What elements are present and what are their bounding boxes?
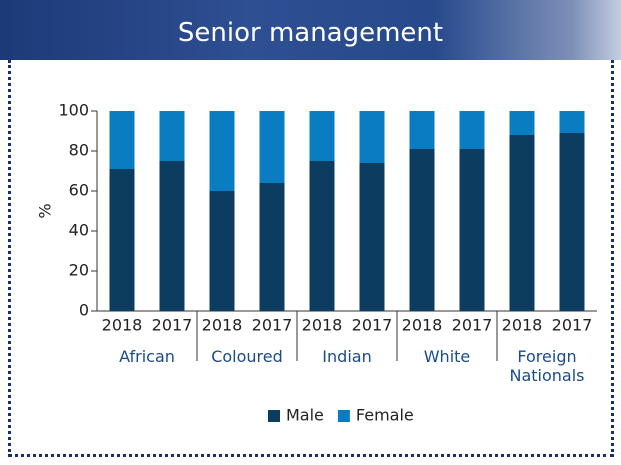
y-tick-label: 0 <box>79 301 89 320</box>
bar <box>109 169 135 311</box>
x-tick-label: 2018 <box>302 316 343 335</box>
y-tick-label: 40 <box>69 221 89 240</box>
legend-label: Female <box>356 406 414 425</box>
group-label: White <box>423 347 471 366</box>
bar <box>409 149 435 311</box>
x-tick-label: 2017 <box>352 316 393 335</box>
bar <box>159 161 185 311</box>
group-label: African <box>119 347 175 366</box>
group-label: Indian <box>322 347 372 366</box>
bar <box>559 133 585 311</box>
legend-swatch <box>337 410 350 422</box>
x-tick-label: 2018 <box>102 316 143 335</box>
bar <box>109 111 135 169</box>
bar <box>509 135 535 311</box>
bar <box>509 111 535 135</box>
bar <box>309 161 335 311</box>
bar <box>209 111 235 191</box>
header-banner <box>0 0 621 60</box>
y-axis-label: % <box>36 203 55 218</box>
bar <box>359 163 385 311</box>
bar <box>459 111 485 149</box>
y-tick-label: 60 <box>69 181 89 200</box>
bar <box>209 191 235 311</box>
bar <box>359 111 385 163</box>
bar <box>309 111 335 161</box>
chart-title: Senior management <box>177 18 444 48</box>
bar <box>559 111 585 133</box>
x-tick-label: 2018 <box>402 316 443 335</box>
bar <box>459 149 485 311</box>
y-tick-label: 80 <box>69 141 89 160</box>
chart-frame <box>8 60 614 457</box>
x-tick-label: 2017 <box>552 316 593 335</box>
group-label: Foreign Nationals <box>509 347 585 385</box>
x-tick-label: 2017 <box>152 316 193 335</box>
bar <box>259 111 285 183</box>
y-tick-label: 100 <box>58 101 89 120</box>
bar <box>159 111 185 161</box>
x-tick-label: 2017 <box>452 316 493 335</box>
x-tick-label: 2018 <box>202 316 243 335</box>
y-tick-label: 20 <box>69 261 89 280</box>
x-tick-label: 2017 <box>252 316 293 335</box>
legend-swatch <box>268 410 280 422</box>
legend-label: Male <box>286 406 324 425</box>
group-label: Coloured <box>211 347 283 366</box>
bar <box>259 183 285 311</box>
bar <box>409 111 435 149</box>
x-tick-label: 2018 <box>502 316 543 335</box>
